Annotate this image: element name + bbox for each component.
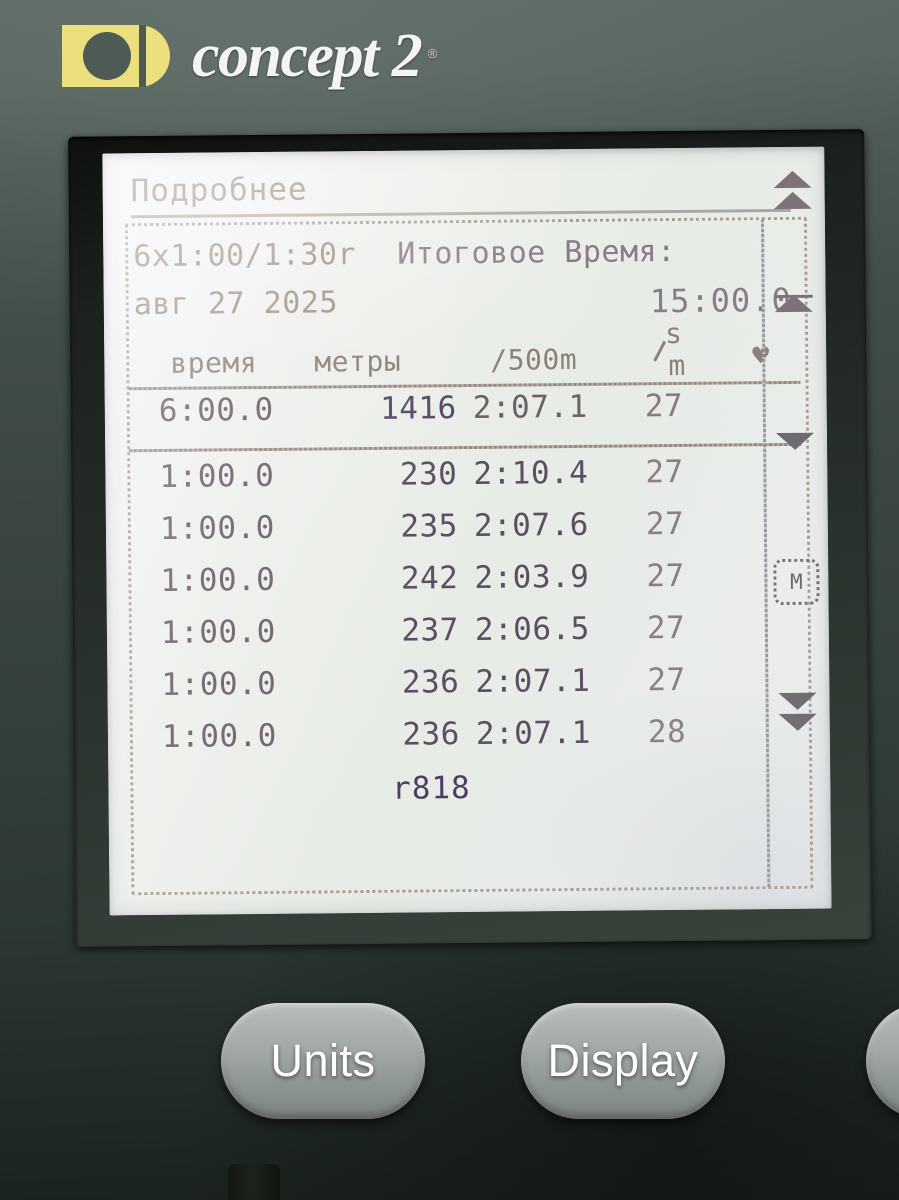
summary-meters: 1416 — [379, 390, 457, 427]
row-meters: 230 — [399, 456, 458, 493]
column-headers: время метры /500m s m ♥ — [134, 317, 794, 387]
concept2-disk-icon — [62, 25, 178, 87]
triangle-down-icon — [776, 432, 815, 451]
row-pace: 2:10.4 — [473, 454, 589, 492]
row-time: 1:00.0 — [161, 717, 278, 755]
table-row: 1:00.0 230 2:10.4 27 — [135, 453, 795, 511]
table-row: 1:00.0 242 2:03.9 27 — [136, 557, 796, 615]
table-row: 1:00.0 236 2:07.1 28 — [138, 713, 798, 771]
units-button-label: Units — [270, 1035, 376, 1086]
summary-rate: 27 — [644, 387, 684, 425]
logo-disk-hole — [83, 32, 131, 80]
table-row: 1:00.0 236 2:07.1 27 — [137, 661, 797, 719]
interval-rows-list: 1:00.0 230 2:10.4 27 1:00.0 235 2:07.6 2… — [135, 453, 798, 771]
row-time: 1:00.0 — [160, 613, 277, 651]
rest-distance-line: r818 — [138, 767, 798, 823]
units-button[interactable]: Units — [221, 1003, 425, 1119]
row-pace: 2:07.1 — [475, 714, 592, 752]
rest-distance-value: r818 — [391, 770, 471, 807]
row-rate: 27 — [645, 505, 685, 543]
row-meters: 237 — [401, 612, 460, 649]
column-header-stroke-rate: s m — [654, 317, 686, 383]
triangle-up-icon — [773, 191, 812, 210]
row-time: 1:00.0 — [160, 561, 276, 599]
row-rate: 28 — [647, 713, 687, 751]
scroll-up-icon[interactable] — [774, 294, 814, 313]
scroll-down-icon[interactable] — [775, 432, 815, 451]
summary-row: 6:00.0 1416 2:07.1 27 — [135, 387, 795, 447]
display-button[interactable]: Display — [521, 1003, 725, 1119]
table-row: 1:00.0 237 2:06.5 27 — [137, 609, 797, 667]
menu-glyph: M — [773, 558, 820, 606]
row-time: 1:00.0 — [159, 509, 276, 547]
triangle-up-icon — [773, 170, 812, 189]
triangle-down-icon — [778, 713, 817, 732]
row-meters: 236 — [401, 664, 460, 701]
concept2-brand-logo: concept 2 ® — [62, 16, 437, 96]
triangle-up-icon — [774, 294, 813, 313]
workout-date: авг 27 2025 — [133, 285, 339, 323]
total-time-label: Итоговое Время: — [397, 234, 676, 272]
row-pace: 2:06.5 — [474, 610, 591, 648]
registered-trademark-icon: ® — [427, 46, 438, 61]
scroll-indicator-strip: M — [760, 147, 831, 910]
table-row: 1:00.0 235 2:07.6 27 — [136, 505, 796, 563]
summary-pace: 2:07.1 — [472, 388, 588, 426]
cable-stub — [228, 1164, 280, 1200]
row-meters: 236 — [402, 716, 461, 753]
triangle-down-icon — [778, 692, 817, 711]
fast-scroll-down-icon[interactable] — [778, 692, 818, 732]
column-header-meters: метры — [314, 344, 402, 379]
brand-wordmark-text: concept 2 — [192, 22, 423, 90]
menu-icon[interactable]: M — [773, 558, 820, 606]
row-meters: 235 — [400, 508, 459, 545]
title-divider — [130, 208, 791, 219]
display-button-label: Display — [547, 1035, 699, 1086]
row-rate: 27 — [646, 609, 686, 647]
row-time: 1:00.0 — [159, 457, 275, 495]
stroke-rate-denominator: m — [668, 348, 686, 383]
workout-name: 6x1:00/1:30r — [133, 237, 357, 275]
row-meters: 242 — [400, 560, 459, 597]
row-rate: 27 — [647, 661, 686, 699]
column-header-time: время — [170, 346, 258, 380]
lcd-screen: Подробнее 6x1:00/1:30r Итоговое Время: а… — [102, 146, 832, 916]
lcd-bezel: Подробнее 6x1:00/1:30r Итоговое Время: а… — [68, 129, 872, 947]
summary-time: 6:00.0 — [158, 391, 274, 429]
logo-disk-slit — [139, 25, 146, 87]
fast-scroll-up-icon[interactable] — [772, 170, 812, 210]
row-time: 1:00.0 — [161, 665, 277, 703]
third-button-partial[interactable] — [866, 1003, 899, 1119]
row-rate: 27 — [645, 453, 684, 491]
row-pace: 2:03.9 — [474, 558, 590, 596]
row-pace: 2:07.1 — [475, 662, 591, 700]
screen-title: Подробнее — [130, 171, 308, 210]
fraction-slash-icon — [654, 341, 684, 358]
column-header-pace: /500m — [490, 342, 578, 377]
row-rate: 27 — [646, 557, 685, 595]
brand-wordmark: concept 2 ® — [188, 22, 437, 90]
row-pace: 2:07.6 — [473, 506, 590, 544]
